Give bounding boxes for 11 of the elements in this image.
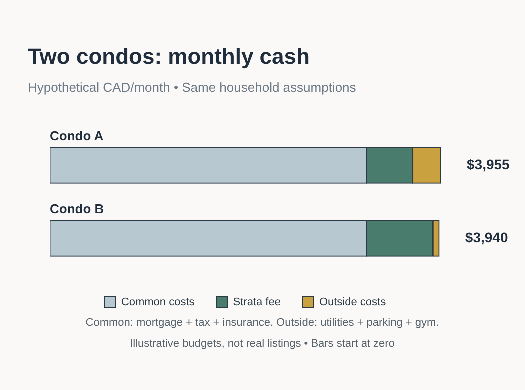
y-tick-label: Condo B [50, 202, 104, 217]
legend-label: Common costs [121, 296, 196, 309]
y-tick-label: Condo A [50, 128, 104, 144]
annotation: $3,955 [467, 156, 510, 172]
legend-label: Strata fee [233, 296, 281, 309]
text: Common: mortgage + tax + insurance. Outside: utilities + parking + gym. [84, 316, 440, 331]
text: Illustrative budgets, not real listings • Bars start at zero [129, 337, 396, 352]
annotation: $3,940 [465, 229, 508, 246]
chart-subtitle: Hypothetical CAD/month • Same household assumptions [28, 80, 356, 95]
legend-label: Outside costs [319, 296, 387, 309]
chart-title: Two condos: monthly cash [28, 44, 310, 70]
